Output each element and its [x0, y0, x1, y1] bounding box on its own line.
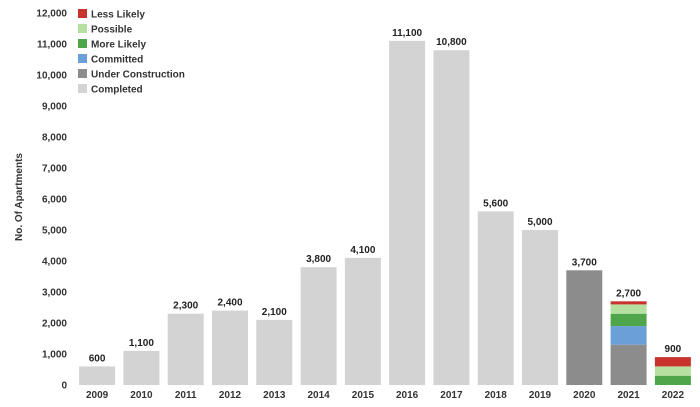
y-tick-label: 10,000	[36, 71, 67, 82]
bar-segment-completed-2009	[79, 366, 116, 385]
x-tick-label-2017: 2017	[440, 390, 463, 401]
bar-total-label-2019: 5,000	[527, 217, 552, 228]
y-tick-label: 1,000	[42, 350, 67, 361]
y-tick-label: 4,000	[42, 257, 67, 268]
bar-segment-completed-2012	[212, 310, 248, 385]
bar-total-label-2017: 10,800	[436, 37, 467, 48]
x-tick-label-2011: 2011	[175, 390, 197, 401]
bar-segment-less-likely-2021	[610, 301, 647, 305]
legend-swatch-committed	[78, 54, 87, 63]
bar-segment-under-construction-2021	[610, 344, 647, 385]
y-tick-label: 8,000	[42, 133, 67, 144]
bars	[79, 40, 691, 386]
legend: Less Likely Possible More Likely Committed U…	[78, 9, 185, 96]
bar-segment-more-likely-2021	[610, 313, 647, 327]
bar-segment-completed-2017	[433, 50, 470, 385]
bar-segment-possible-2021	[610, 304, 647, 314]
bar-segment-completed-2013	[256, 319, 293, 385]
x-tick-label-2015: 2015	[352, 390, 375, 401]
bar-segment-possible-2022	[654, 366, 691, 376]
x-tick-label-2012: 2012	[219, 390, 242, 401]
legend-label-less-likely: Less Likely	[91, 10, 145, 21]
y-tick-label: 7,000	[42, 164, 67, 175]
bar-segment-under-construction-2020	[566, 270, 603, 385]
legend-swatch-possible	[78, 24, 87, 33]
bar-segment-less-likely-2022	[654, 357, 691, 367]
x-tick-label-2013: 2013	[263, 390, 286, 401]
y-axis: 0 1,000 2,000 3,000 4,000 5,000 6,000 7,000 8,00…	[36, 9, 67, 392]
bar-segment-completed-2019	[522, 230, 558, 385]
legend-swatch-less-likely	[78, 9, 87, 18]
y-tick-label: 9,000	[42, 102, 67, 113]
bar-total-label-2015: 4,100	[350, 245, 375, 256]
bar-segment-more-likely-2022	[654, 375, 691, 385]
legend-label-more-likely: More Likely	[91, 40, 146, 51]
legend-swatch-under-construction	[78, 69, 87, 78]
legend-swatch-more-likely	[78, 39, 87, 48]
bar-total-label-2014: 3,800	[306, 254, 331, 265]
bar-total-label-2021: 2,700	[616, 288, 641, 299]
bar-segment-committed-2021	[610, 326, 647, 345]
x-tick-label-2010: 2010	[130, 390, 153, 401]
legend-label-under-construction: Under Construction	[91, 70, 185, 81]
bar-total-label-2016: 11,100	[392, 28, 422, 39]
bar-segment-completed-2015	[344, 257, 381, 385]
bar-segment-completed-2011	[167, 313, 204, 385]
y-tick-label: 6,000	[42, 195, 67, 206]
legend-label-completed: Completed	[91, 85, 143, 96]
legend-swatch-completed	[78, 84, 87, 93]
x-tick-label-2022: 2022	[662, 390, 685, 401]
x-tick-label-2019: 2019	[529, 390, 552, 401]
bar-segment-completed-2010	[123, 350, 160, 385]
bar-total-label-2009: 600	[89, 353, 106, 364]
x-tick-label-2016: 2016	[396, 390, 419, 401]
x-tick-label-2018: 2018	[485, 390, 508, 401]
bar-total-label-2022: 900	[665, 344, 682, 355]
bar-segment-completed-2018	[477, 211, 514, 385]
legend-label-possible: Possible	[91, 25, 133, 36]
x-tick-label-2020: 2020	[573, 390, 596, 401]
x-axis: 2009 2010 2011 2012 2013 2014 2015 2016 2017 2018…	[86, 390, 684, 401]
x-tick-label-2009: 2009	[86, 390, 109, 401]
y-tick-label: 0	[61, 381, 67, 392]
bar-total-label-2012: 2,400	[217, 298, 242, 309]
bar-total-label-2018: 5,600	[483, 198, 508, 209]
y-tick-label: 2,000	[42, 319, 67, 330]
bar-segment-completed-2016	[389, 40, 426, 386]
y-tick-label: 5,000	[42, 226, 67, 237]
y-tick-label: 12,000	[36, 9, 67, 20]
legend-label-committed: Committed	[91, 55, 143, 66]
bar-total-label-2020: 3,700	[572, 257, 597, 268]
bar-total-label-2011: 2,300	[173, 301, 198, 312]
bar-total-label-2013: 2,100	[262, 307, 287, 318]
y-axis-title: No. Of Apartments	[14, 153, 25, 241]
data-labels: 600 1,100 2,300 2,400 2,100 3,800 4,100 11,100 1…	[89, 28, 682, 364]
bar-segment-completed-2014	[300, 267, 337, 385]
x-tick-label-2021: 2021	[617, 390, 640, 401]
y-tick-label: 11,000	[37, 40, 67, 51]
x-tick-label-2014: 2014	[307, 390, 330, 401]
bar-total-label-2010: 1,100	[129, 338, 154, 349]
y-tick-label: 3,000	[42, 288, 67, 299]
